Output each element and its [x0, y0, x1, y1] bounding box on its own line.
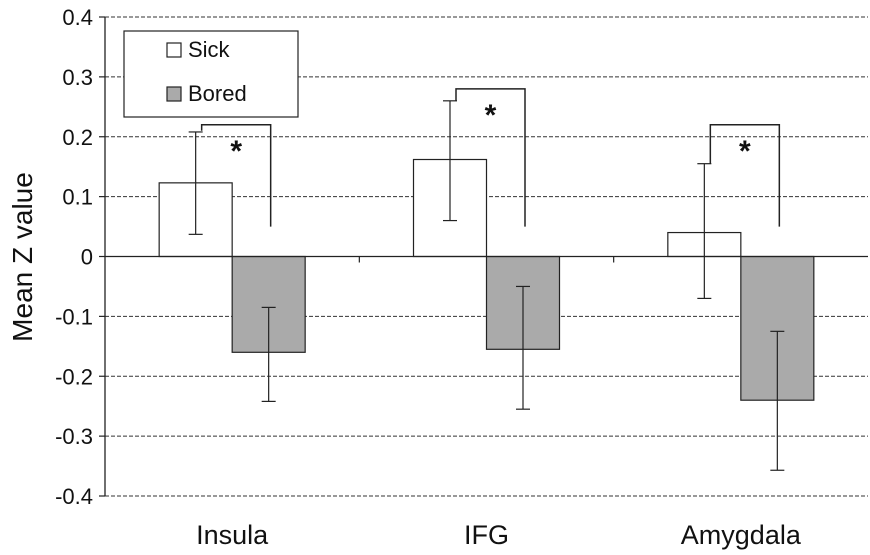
y-tick-label: 0 — [81, 245, 93, 270]
y-tick-label: 0.4 — [62, 5, 93, 30]
y-tick-label: -0.3 — [55, 424, 93, 449]
y-tick-label: -0.1 — [55, 304, 93, 329]
significance-bracket — [200, 124, 272, 227]
significance-brackets: * * * — [200, 88, 781, 227]
y-axis-label: Mean Z value — [7, 172, 38, 342]
significance-marker: * — [485, 99, 497, 132]
legend-swatch-bored — [166, 86, 182, 102]
significance-bracket — [455, 88, 526, 227]
significance-marker: * — [739, 135, 751, 168]
bars — [158, 158, 815, 401]
y-tick-label: -0.2 — [55, 364, 93, 389]
significance-bracket — [709, 124, 781, 227]
legend: Sick Bored — [123, 30, 299, 118]
y-tick-label: 0.3 — [62, 65, 93, 90]
category-label: Insula — [196, 520, 269, 550]
y-tick-label: 0.1 — [62, 185, 93, 210]
legend-box — [123, 30, 299, 118]
significance-marker: * — [230, 135, 242, 168]
y-tick-labels: 0.4 0.3 0.2 0.1 0 -0.1 -0.2 -0.3 -0.4 — [55, 5, 93, 509]
legend-label-bored: Bored — [188, 81, 247, 106]
y-tick-label: -0.4 — [55, 484, 93, 509]
legend-swatch-sick — [166, 42, 182, 58]
category-label: IFG — [464, 520, 509, 550]
y-tick-label: 0.2 — [62, 125, 93, 150]
error-bars — [188, 100, 785, 471]
axes — [99, 16, 868, 497]
category-label: Amygdala — [681, 520, 802, 550]
legend-label-sick: Sick — [188, 37, 231, 62]
category-labels: Insula IFG Amygdala — [196, 520, 802, 550]
